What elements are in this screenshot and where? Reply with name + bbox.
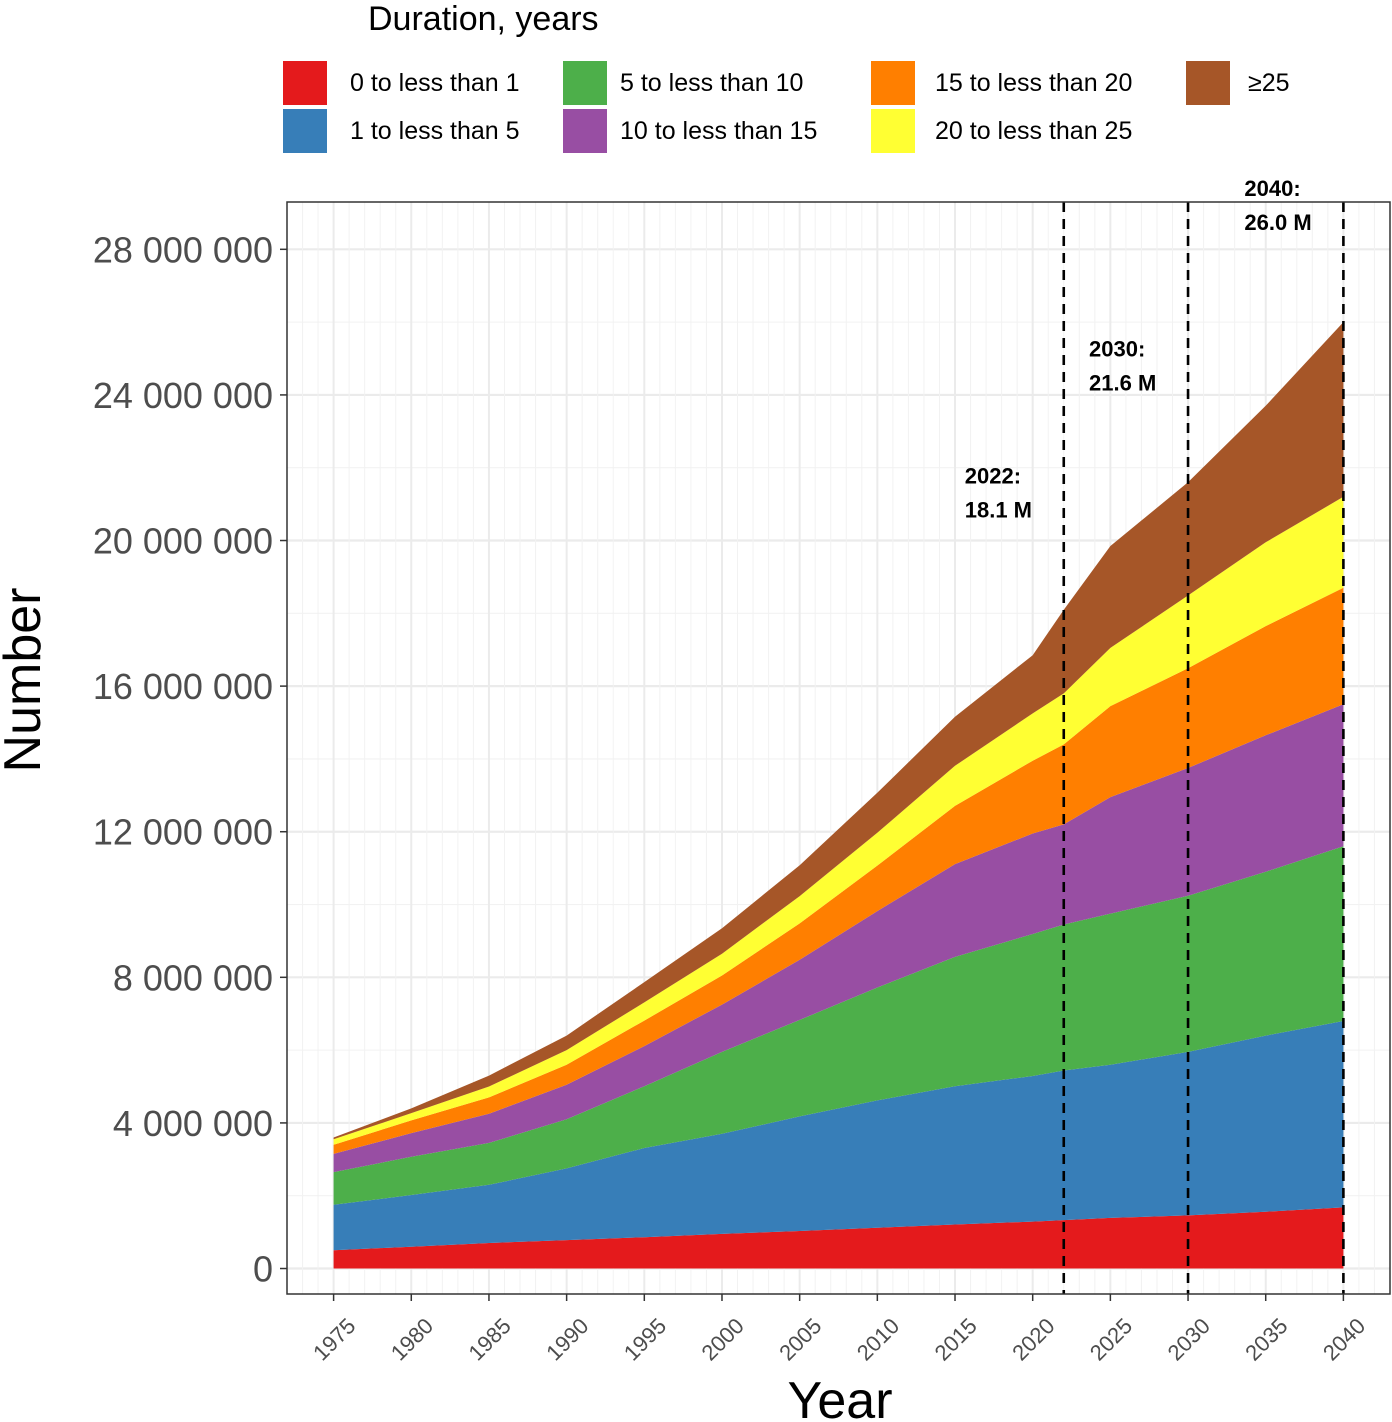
y-tick-label: 20 000 000	[93, 521, 273, 562]
x-tick-label: 1995	[619, 1313, 671, 1365]
legend-swatch-3	[563, 109, 607, 153]
x-tick-label: 2035	[1240, 1313, 1292, 1365]
annotation-value-2030: 21.6 M	[1089, 370, 1156, 395]
legend-label-5: 20 to less than 25	[935, 117, 1132, 145]
y-tick-label: 0	[253, 1249, 273, 1290]
legend-label-1: 1 to less than 5	[350, 117, 520, 145]
annotation-year-2022: 2022:	[965, 464, 1021, 489]
x-tick-label: 2005	[774, 1313, 826, 1365]
annotation-value-2022: 18.1 M	[965, 498, 1032, 523]
area-series-3	[333, 704, 1344, 1173]
area-series-0	[333, 1207, 1344, 1269]
x-tick-label: 1980	[386, 1313, 438, 1365]
x-tick-label: 1985	[464, 1313, 516, 1365]
y-axis-title: Number	[0, 588, 52, 773]
legend-swatch-6	[1186, 61, 1230, 105]
legend-swatch-2	[563, 61, 607, 105]
x-axis-title: Year	[787, 1372, 892, 1422]
legend-label-0: 0 to less than 1	[350, 69, 520, 97]
legend-label-4: 15 to less than 20	[935, 69, 1132, 97]
y-axis: 0 4 000 000 8 000 000 12 000 000 16 000 000 2…	[93, 229, 287, 1290]
x-tick-label: 2030	[1163, 1313, 1215, 1365]
x-tick-label: 2015	[930, 1313, 982, 1365]
plot-border	[286, 201, 1391, 1295]
area-series-4	[333, 587, 1344, 1154]
annotation-value-2040: 26.0 M	[1244, 210, 1311, 235]
y-tick-label: 8 000 000	[113, 957, 273, 998]
x-axis: 1975 1980 1985 1990 1995 2000 2005 2010 2015 2020…	[308, 1294, 1370, 1365]
legend-label-3: 10 to less than 15	[620, 117, 817, 145]
x-tick-label: 2040	[1318, 1313, 1370, 1365]
y-tick-label: 16 000 000	[93, 666, 273, 707]
x-tick-label: 2020	[1007, 1313, 1059, 1365]
area-series-2	[333, 846, 1344, 1205]
legend-title: Duration, years	[368, 0, 599, 38]
x-tick-label: 1975	[308, 1313, 360, 1365]
area-series-5	[333, 496, 1344, 1145]
x-tick-label: 2010	[852, 1313, 904, 1365]
y-tick-label: 4 000 000	[113, 1103, 273, 1144]
legend-swatch-4	[871, 61, 915, 105]
x-tick-label: 2000	[697, 1313, 749, 1365]
legend-swatch-5	[871, 109, 915, 153]
x-tick-label: 1990	[541, 1313, 593, 1365]
legend-label-6: ≥25	[1248, 69, 1290, 97]
y-tick-label: 12 000 000	[93, 812, 273, 853]
legend: Duration, years 0 to less than 1 1 to les…	[283, 0, 1290, 153]
annotation-year-2030: 2030:	[1089, 336, 1145, 361]
y-tick-label: 24 000 000	[93, 375, 273, 416]
annotation-year-2040: 2040:	[1244, 176, 1300, 201]
legend-label-2: 5 to less than 10	[620, 69, 803, 97]
x-tick-label: 2025	[1085, 1313, 1137, 1365]
legend-swatch-1	[283, 109, 327, 153]
area-series-1	[333, 1021, 1344, 1251]
y-tick-label: 28 000 000	[93, 229, 273, 270]
reference-lines: 2022: 18.1 M 2030: 21.6 M 2040: 26.0 M	[965, 176, 1345, 1294]
legend-swatch-0	[283, 61, 327, 105]
area-series	[333, 322, 1344, 1269]
